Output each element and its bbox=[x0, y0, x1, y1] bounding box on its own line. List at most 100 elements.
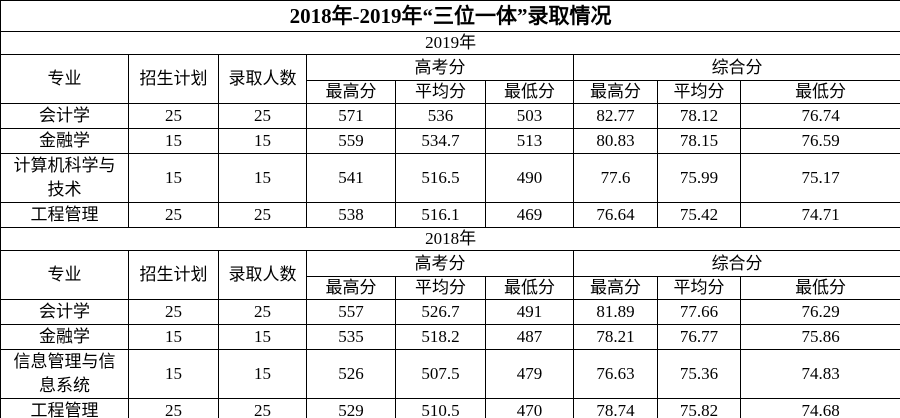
column-header: 最高分 bbox=[306, 276, 396, 300]
table-cell: 76.59 bbox=[739, 128, 900, 154]
table-row: 工程管理 25 25 529 510.5 470 78.74 75.82 74.68 bbox=[0, 398, 900, 418]
table-cell: 15 bbox=[128, 128, 219, 154]
table-cell: 25 bbox=[218, 202, 307, 228]
column-header: 最高分 bbox=[573, 276, 658, 300]
table-cell: 557 bbox=[306, 299, 396, 325]
table-cell: 82.77 bbox=[573, 103, 658, 129]
column-header: 专业 bbox=[0, 250, 129, 300]
table-row: 专业 招生计划 录取人数 高考分 综合分 bbox=[0, 250, 900, 300]
table-row: 最高分 平均分 最低分 最高分 平均分 最低分 bbox=[1, 80, 900, 104]
major-name: 工程管理 bbox=[0, 202, 129, 228]
table-cell: 491 bbox=[485, 299, 574, 325]
table-cell: 76.29 bbox=[739, 299, 900, 325]
table-cell: 78.12 bbox=[657, 103, 741, 129]
table-cell: 80.83 bbox=[573, 128, 658, 154]
table-row: 2019年 bbox=[0, 31, 900, 55]
table-row: 会计学 25 25 571 536 503 82.77 78.12 76.74 bbox=[0, 103, 900, 129]
table-cell: 503 bbox=[485, 103, 574, 129]
column-header: 录取人数 bbox=[218, 250, 307, 300]
table-cell: 490 bbox=[485, 153, 574, 203]
table-cell: 25 bbox=[128, 103, 219, 129]
table-cell: 518.2 bbox=[395, 324, 486, 350]
table-cell: 76.77 bbox=[657, 324, 741, 350]
table-cell: 25 bbox=[218, 299, 307, 325]
table-cell: 25 bbox=[218, 103, 307, 129]
table-row: 专业 招生计划 录取人数 高考分 综合分 bbox=[0, 54, 900, 104]
major-name: 工程管理 bbox=[0, 398, 129, 418]
column-header: 最低分 bbox=[739, 80, 900, 104]
table-cell: 75.17 bbox=[739, 153, 900, 203]
table-cell: 25 bbox=[128, 398, 219, 418]
table-cell: 536 bbox=[395, 103, 486, 129]
table-cell: 75.86 bbox=[739, 324, 900, 350]
table-cell: 15 bbox=[218, 128, 307, 154]
table-cell: 538 bbox=[306, 202, 396, 228]
table-row: 计算机科学与技术 15 15 541 516.5 490 77.6 75.99 75.17 bbox=[0, 153, 900, 203]
table-row: 金融学 15 15 559 534.7 513 80.83 78.15 76.59 bbox=[0, 128, 900, 154]
column-header: 最低分 bbox=[485, 80, 574, 104]
table-cell: 76.63 bbox=[573, 349, 658, 399]
table-cell: 15 bbox=[128, 349, 219, 399]
group-header: 综合分 bbox=[572, 250, 900, 277]
table-cell: 535 bbox=[306, 324, 396, 350]
table-cell: 15 bbox=[128, 324, 219, 350]
table-cell: 75.36 bbox=[657, 349, 741, 399]
table-cell: 15 bbox=[128, 153, 219, 203]
column-header: 平均分 bbox=[395, 276, 486, 300]
table-cell: 487 bbox=[485, 324, 574, 350]
column-header: 最低分 bbox=[485, 276, 574, 300]
table-cell: 534.7 bbox=[395, 128, 486, 154]
table-cell: 479 bbox=[485, 349, 574, 399]
column-header: 平均分 bbox=[657, 80, 741, 104]
table-cell: 75.82 bbox=[657, 398, 741, 418]
table-cell: 526.7 bbox=[395, 299, 486, 325]
table-cell: 25 bbox=[128, 299, 219, 325]
table-cell: 510.5 bbox=[395, 398, 486, 418]
column-header: 最高分 bbox=[306, 80, 396, 104]
column-header: 最高分 bbox=[573, 80, 658, 104]
major-name: 金融学 bbox=[0, 128, 129, 154]
table-row: 2018年-2019年“三位一体”录取情况 bbox=[0, 0, 900, 32]
table-row: 工程管理 25 25 538 516.1 469 76.64 75.42 74.71 bbox=[0, 202, 900, 228]
table-cell: 77.66 bbox=[657, 299, 741, 325]
table-cell: 74.71 bbox=[739, 202, 900, 228]
table-cell: 78.74 bbox=[573, 398, 658, 418]
column-header: 平均分 bbox=[657, 276, 741, 300]
table-row: 2018年 bbox=[0, 227, 900, 251]
major-name: 信息管理与信息系统 bbox=[0, 349, 129, 399]
table-row: 金融学 15 15 535 518.2 487 78.21 76.77 75.86 bbox=[0, 324, 900, 350]
table-cell: 76.64 bbox=[573, 202, 658, 228]
table-cell: 15 bbox=[218, 153, 307, 203]
column-header: 录取人数 bbox=[218, 54, 307, 104]
column-header: 招生计划 bbox=[128, 250, 219, 300]
major-name: 会计学 bbox=[0, 299, 129, 325]
table-cell: 75.42 bbox=[657, 202, 741, 228]
table-cell: 559 bbox=[306, 128, 396, 154]
table-cell: 76.74 bbox=[739, 103, 900, 129]
year-heading: 2018年 bbox=[0, 227, 900, 251]
table-cell: 529 bbox=[306, 398, 396, 418]
table-cell: 571 bbox=[306, 103, 396, 129]
group-header: 综合分 bbox=[572, 54, 900, 81]
table-cell: 15 bbox=[218, 349, 307, 399]
column-header: 平均分 bbox=[395, 80, 486, 104]
major-name: 计算机科学与技术 bbox=[0, 153, 129, 203]
table-cell: 25 bbox=[128, 202, 219, 228]
table-cell: 74.83 bbox=[739, 349, 900, 399]
major-name: 金融学 bbox=[0, 324, 129, 350]
table-cell: 75.99 bbox=[657, 153, 741, 203]
table-cell: 507.5 bbox=[395, 349, 486, 399]
column-header: 专业 bbox=[0, 54, 129, 104]
table-cell: 516.5 bbox=[395, 153, 486, 203]
table-row: 会计学 25 25 557 526.7 491 81.89 77.66 76.29 bbox=[0, 299, 900, 325]
table-cell: 469 bbox=[485, 202, 574, 228]
table-cell: 541 bbox=[306, 153, 396, 203]
table-cell: 78.21 bbox=[573, 324, 658, 350]
table-cell: 78.15 bbox=[657, 128, 741, 154]
table-row: 信息管理与信息系统 15 15 526 507.5 479 76.63 75.36 74.83 bbox=[0, 349, 900, 399]
table-cell: 516.1 bbox=[395, 202, 486, 228]
table-cell: 25 bbox=[218, 398, 307, 418]
column-header: 最低分 bbox=[739, 276, 900, 300]
